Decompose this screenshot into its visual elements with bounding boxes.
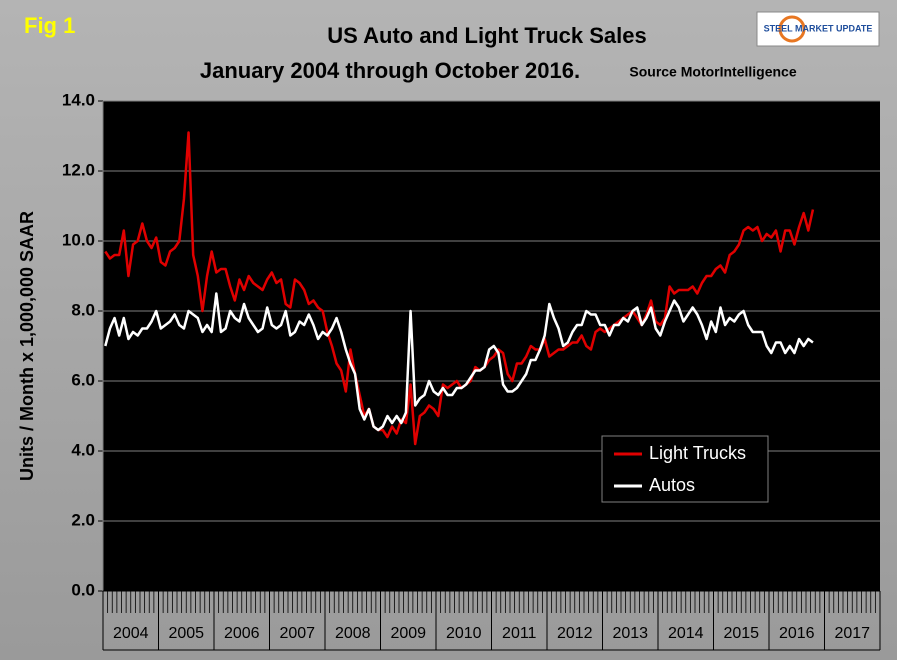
y-tick-label: 12.0 — [62, 160, 95, 179]
y-tick-label: 6.0 — [71, 370, 95, 389]
x-tick-label: 2009 — [390, 625, 426, 642]
x-tick-label: 2016 — [779, 625, 815, 642]
x-axis: 0.0 2.0 4.0 6.0 8.0 10.0 12.0 14.0 2004 2005 2006 2… — [62, 90, 881, 651]
x-tick-label: 2005 — [168, 625, 204, 642]
fig-label: Fig 1 — [24, 13, 75, 38]
chart-title: US Auto and Light Truck Sales — [327, 23, 646, 48]
x-tick-label: 2013 — [612, 625, 648, 642]
series-line — [104, 292, 814, 432]
legend-label: Light Trucks — [649, 443, 746, 463]
x-tick-label: 2015 — [723, 625, 759, 642]
y-tick-label: 8.0 — [71, 300, 95, 319]
y-tick-label: 4.0 — [71, 440, 95, 459]
x-tick-label: 2004 — [113, 625, 149, 642]
logo: STEEL MARKET UPDATE — [764, 23, 873, 33]
y-tick-label: 10.0 — [62, 230, 95, 249]
x-tick-label: 2007 — [279, 625, 315, 642]
x-tick-label: 2010 — [446, 625, 482, 642]
plot-area — [103, 101, 880, 591]
series-line — [104, 131, 815, 446]
x-tick-label: 2014 — [668, 625, 704, 642]
x-tick-label: 2017 — [834, 625, 870, 642]
lines — [104, 131, 815, 446]
x-tick-label: 2012 — [557, 625, 593, 642]
legend-items: Light Trucks Autos — [614, 443, 746, 495]
x-tick-label: 2011 — [502, 625, 537, 642]
legend — [601, 435, 769, 503]
chart-subtitle: January 2004 through October 2016. — [200, 58, 580, 83]
x-tick-label: 2006 — [224, 625, 260, 642]
logo-swirl — [778, 15, 806, 43]
y-tick-label: 2.0 — [71, 510, 95, 529]
grid — [103, 100, 880, 592]
x-tick-label: 2008 — [335, 625, 371, 642]
y-tick-label: 14.0 — [62, 90, 95, 109]
legend-label: Autos — [649, 475, 695, 495]
y-tick-label: 0.0 — [71, 580, 95, 599]
logo-box — [756, 11, 880, 47]
y-axis-label: Units / Month x 1,000,000 SAAR — [17, 211, 37, 481]
source-note: Source MotorIntelligence — [629, 64, 796, 80]
